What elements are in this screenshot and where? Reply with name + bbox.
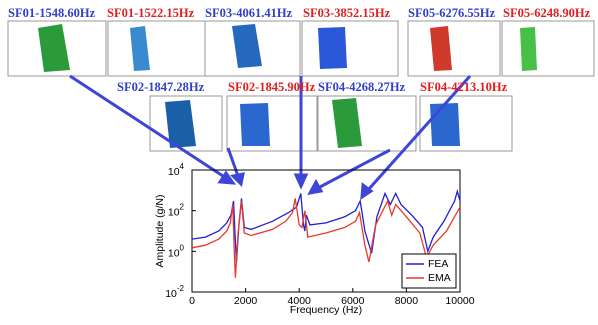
y-tick-power: 2 (180, 203, 185, 212)
fea-mode-label: SF05-6276.55Hz (408, 6, 496, 20)
figure: Frequency (Hz) Amplitude (g/N) SF01-1548… (0, 0, 598, 320)
x-tick-label: 6000 (341, 295, 365, 307)
y-tick-label: 100 (168, 243, 185, 259)
fea-mode-label: SF04-4268.27Hz (318, 80, 406, 94)
y-tick-power: 0 (180, 243, 185, 252)
y-tick-base: 10 (168, 206, 180, 218)
ema-mode-label: SF03-3852.15Hz (303, 6, 391, 20)
x-tick-label: 4000 (288, 295, 312, 307)
fea-mode-label: SF03-4061.41Hz (205, 6, 293, 20)
series-line (192, 191, 460, 262)
x-tick-label: 10000 (445, 295, 474, 307)
fea-mode-label: SF02-1847.28Hz (117, 80, 205, 94)
ema-mode-label: SF04-4213.10Hz (420, 80, 508, 94)
y-tick-label: 104 (168, 162, 185, 178)
x-tick-label: 2000 (234, 295, 258, 307)
x-tick-label: 8000 (395, 295, 419, 307)
y-tick-power: -2 (177, 284, 185, 293)
ema-mode-label: SF01-1522.15Hz (107, 6, 195, 20)
y-tick-base: 10 (165, 288, 177, 300)
y-tick-base: 10 (168, 247, 180, 259)
fea-mode-label: SF01-1548.60Hz (8, 6, 96, 20)
legend-label: FEA (428, 258, 448, 270)
ema-mode-label: SF02-1845.90Hz (228, 80, 316, 94)
x-tick-label: 0 (189, 295, 195, 307)
legend-label: EMA (428, 272, 451, 284)
y-axis-label: Amplitude (g/N) (154, 195, 166, 268)
y-tick-base: 10 (168, 166, 180, 178)
y-tick-label: 102 (168, 203, 185, 219)
ema-mode-label: SF05-6248.90Hz (503, 6, 591, 20)
y-tick-label: 10-2 (165, 284, 184, 300)
y-tick-power: 4 (180, 162, 185, 171)
